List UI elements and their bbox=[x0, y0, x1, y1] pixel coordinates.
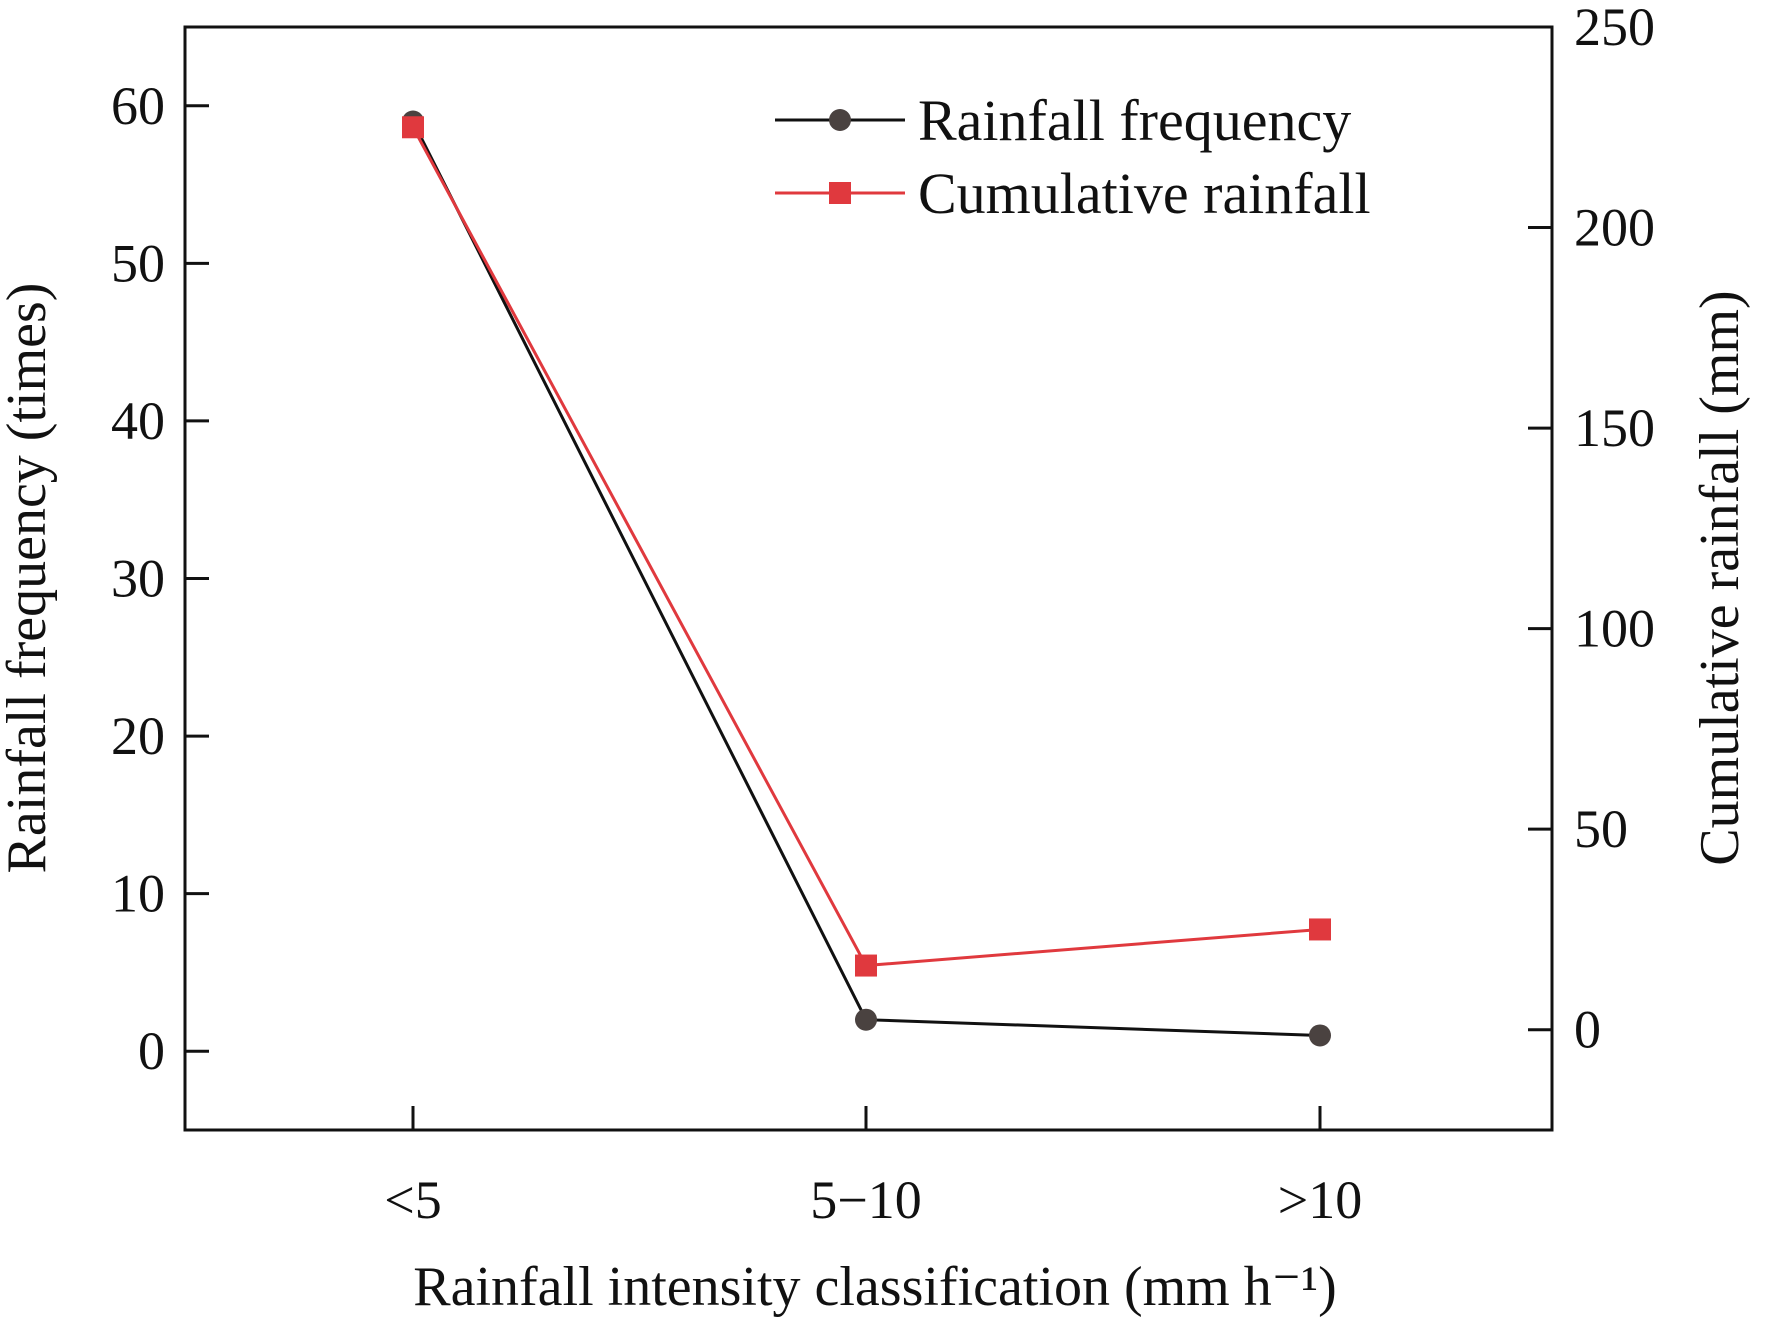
left-tick-label: 50 bbox=[111, 233, 165, 293]
left-tick-label: 30 bbox=[111, 549, 165, 609]
left-axis: 0 10 20 30 40 50 60 bbox=[111, 76, 209, 1081]
left-tick-label: 40 bbox=[111, 391, 165, 451]
series-layer bbox=[402, 110, 1331, 1047]
legend: Rainfall frequency Cumulative rainfall bbox=[775, 88, 1371, 226]
left-tick-label: 60 bbox=[111, 76, 165, 136]
legend-marker-frequency bbox=[829, 109, 851, 131]
series-line-0 bbox=[411, 120, 1321, 1037]
legend-marker-cumulative bbox=[829, 182, 851, 204]
right-axis: 0 50 100 150 200 250 bbox=[1528, 0, 1655, 1060]
left-axis-label: Rainfall frequency (times) bbox=[0, 283, 58, 874]
right-tick-label: 150 bbox=[1574, 398, 1655, 458]
x-axis-label: Rainfall intensity classification (mm h⁻… bbox=[413, 1256, 1336, 1318]
series-1-point bbox=[1309, 918, 1331, 941]
x-tick-label: <5 bbox=[384, 1170, 441, 1230]
right-tick-label: 100 bbox=[1574, 599, 1655, 659]
right-tick-label: 0 bbox=[1574, 1000, 1601, 1060]
series-line-1 bbox=[411, 126, 1321, 968]
series-0-point bbox=[855, 1008, 877, 1031]
right-tick-label: 50 bbox=[1574, 799, 1628, 859]
right-tick-label: 250 bbox=[1574, 0, 1655, 57]
left-tick-label: 10 bbox=[111, 864, 165, 924]
right-tick-label: 200 bbox=[1574, 198, 1655, 258]
series-1-point bbox=[855, 954, 877, 977]
x-tick-label: >10 bbox=[1278, 1170, 1362, 1230]
left-tick-label: 0 bbox=[138, 1021, 165, 1081]
left-tick-label: 20 bbox=[111, 706, 165, 766]
series-1-point bbox=[402, 116, 424, 139]
x-axis: <5 5−10 >10 bbox=[384, 1106, 1362, 1230]
x-tick-label: 5−10 bbox=[810, 1170, 921, 1230]
legend-label-cumulative: Cumulative rainfall bbox=[918, 161, 1371, 226]
right-axis-label: Cumulative rainfall (mm) bbox=[1689, 290, 1751, 865]
legend-label-frequency: Rainfall frequency bbox=[918, 88, 1351, 153]
series-0-point bbox=[1309, 1024, 1331, 1047]
